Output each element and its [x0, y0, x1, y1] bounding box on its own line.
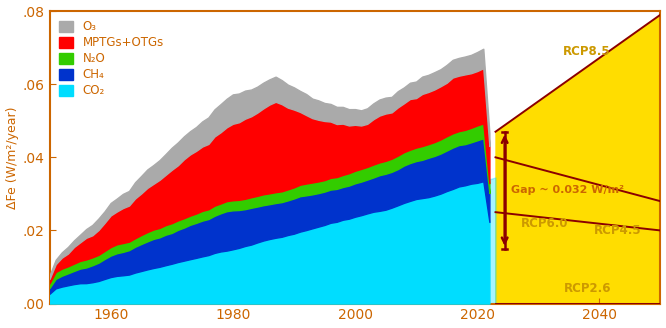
Text: Gap ~ 0.032 W/m²: Gap ~ 0.032 W/m² — [511, 185, 624, 195]
Text: RCP8.5: RCP8.5 — [563, 45, 611, 58]
Legend: O₃, MPTGs+OTGs, N₂O, CH₄, CO₂: O₃, MPTGs+OTGs, N₂O, CH₄, CO₂ — [55, 17, 167, 101]
Text: RCP4.5: RCP4.5 — [594, 224, 641, 237]
Text: RCP6.0: RCP6.0 — [521, 216, 568, 230]
Y-axis label: ΔFe (W/m²/year): ΔFe (W/m²/year) — [5, 106, 19, 209]
Text: RCP2.6: RCP2.6 — [563, 282, 611, 296]
